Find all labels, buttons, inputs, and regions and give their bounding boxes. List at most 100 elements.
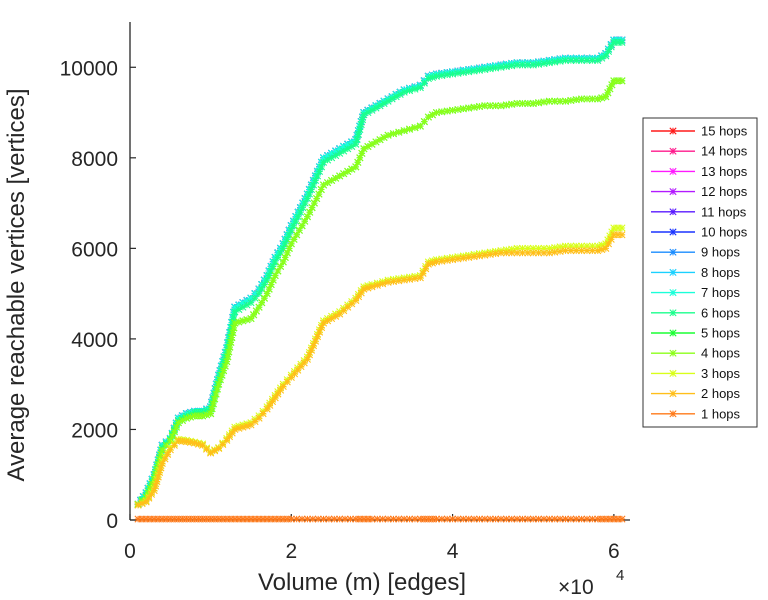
- data-point-marker: [150, 486, 158, 495]
- data-point-marker: [443, 256, 451, 265]
- data-point-marker: [610, 515, 618, 523]
- data-point-marker: [325, 515, 333, 523]
- data-point-marker: [529, 99, 537, 108]
- data-point-marker: [271, 271, 279, 280]
- series-line: [137, 39, 622, 505]
- data-point-marker: [432, 108, 441, 117]
- data-point-marker: [567, 56, 575, 65]
- data-point-marker: [669, 127, 677, 135]
- data-point-marker: [529, 61, 537, 69]
- data-point-marker: [594, 515, 602, 523]
- data-point-marker: [567, 247, 575, 255]
- data-point-marker: [470, 515, 478, 523]
- data-point-marker: [166, 515, 174, 523]
- legend: 15 hops 14 hops 13 hops 12 hops 11 hops 10 ho…: [642, 117, 758, 428]
- data-point-marker: [307, 346, 316, 354]
- data-point-marker: [368, 140, 376, 148]
- data-point-marker: [598, 241, 606, 249]
- data-point-marker: [572, 56, 580, 65]
- data-point-marker: [572, 515, 580, 523]
- data-point-marker: [251, 515, 259, 523]
- data-point-marker: [567, 242, 575, 250]
- data-point-marker: [352, 140, 360, 148]
- data-point-marker: [293, 515, 301, 523]
- data-point-marker: [260, 280, 268, 289]
- data-point-marker: [158, 459, 166, 467]
- data-point-marker: [598, 245, 606, 254]
- data-point-marker: [561, 242, 570, 250]
- data-point-marker: [298, 222, 306, 230]
- data-point-marker: [578, 56, 586, 65]
- data-point-marker: [492, 102, 500, 110]
- data-point-marker: [219, 440, 227, 448]
- data-point-marker: [594, 56, 602, 65]
- data-point-marker: [454, 515, 462, 523]
- data-point-marker: [535, 515, 543, 523]
- data-point-marker: [145, 494, 153, 502]
- data-point-marker: [379, 515, 387, 523]
- data-point-marker: [540, 59, 548, 68]
- data-point-marker: [380, 133, 388, 142]
- data-point-marker: [317, 163, 326, 171]
- data-point-marker: [168, 432, 176, 440]
- data-point-marker: [618, 231, 626, 239]
- series-line: [137, 41, 622, 505]
- data-point-marker: [614, 77, 622, 85]
- data-point-marker: [153, 477, 161, 486]
- data-point-marker: [481, 515, 489, 523]
- data-point-marker: [276, 249, 285, 257]
- data-point-marker: [228, 323, 236, 331]
- data-point-marker: [313, 333, 322, 341]
- data-point-marker: [594, 247, 602, 255]
- data-point-marker: [556, 243, 564, 251]
- data-point-marker: [502, 101, 510, 109]
- data-point-marker: [358, 149, 366, 157]
- data-point-marker: [239, 303, 247, 311]
- legend-entry: 11 hops: [651, 204, 747, 219]
- data-point-marker: [178, 437, 187, 445]
- data-point-marker: [298, 515, 306, 523]
- data-point-marker: [486, 102, 494, 110]
- data-point-marker: [271, 394, 279, 402]
- y-tick-label: 8000: [71, 148, 118, 171]
- data-point-marker: [170, 428, 178, 436]
- data-point-marker: [243, 301, 251, 309]
- data-point-marker: [243, 515, 251, 523]
- data-point-marker: [346, 515, 355, 523]
- legend-label: 3 hops: [701, 366, 741, 381]
- data-point-marker: [313, 194, 321, 203]
- data-point-marker: [556, 57, 564, 65]
- data-point-marker: [151, 482, 160, 490]
- data-point-marker: [448, 515, 457, 523]
- data-point-marker: [606, 232, 614, 240]
- data-point-marker: [481, 251, 489, 259]
- data-point-marker: [293, 231, 301, 239]
- data-point-marker: [524, 249, 532, 257]
- data-point-marker: [319, 154, 328, 162]
- series-line: [137, 80, 622, 505]
- legend-entry: 13 hops: [651, 164, 748, 179]
- data-point-marker: [146, 515, 154, 523]
- data-point-marker: [360, 285, 368, 293]
- data-point-marker: [396, 90, 404, 99]
- data-point-marker: [602, 52, 610, 60]
- data-point-marker: [372, 104, 380, 112]
- data-point-marker: [518, 61, 527, 69]
- data-point-marker: [336, 145, 344, 153]
- data-point-marker: [465, 104, 473, 112]
- data-point-marker: [518, 515, 527, 523]
- data-point-marker: [392, 93, 400, 101]
- data-point-marker: [223, 436, 231, 444]
- data-point-marker: [255, 303, 263, 311]
- data-point-marker: [158, 515, 166, 523]
- data-point-marker: [332, 174, 340, 182]
- data-point-marker: [556, 247, 564, 255]
- data-point-marker: [395, 277, 403, 285]
- data-point-marker: [274, 390, 282, 398]
- data-point-marker: [215, 515, 223, 523]
- data-point-marker: [139, 493, 148, 501]
- data-point-marker: [508, 515, 516, 523]
- legend-label: 13 hops: [701, 164, 748, 179]
- data-point-marker: [287, 373, 295, 381]
- data-point-marker: [292, 217, 300, 225]
